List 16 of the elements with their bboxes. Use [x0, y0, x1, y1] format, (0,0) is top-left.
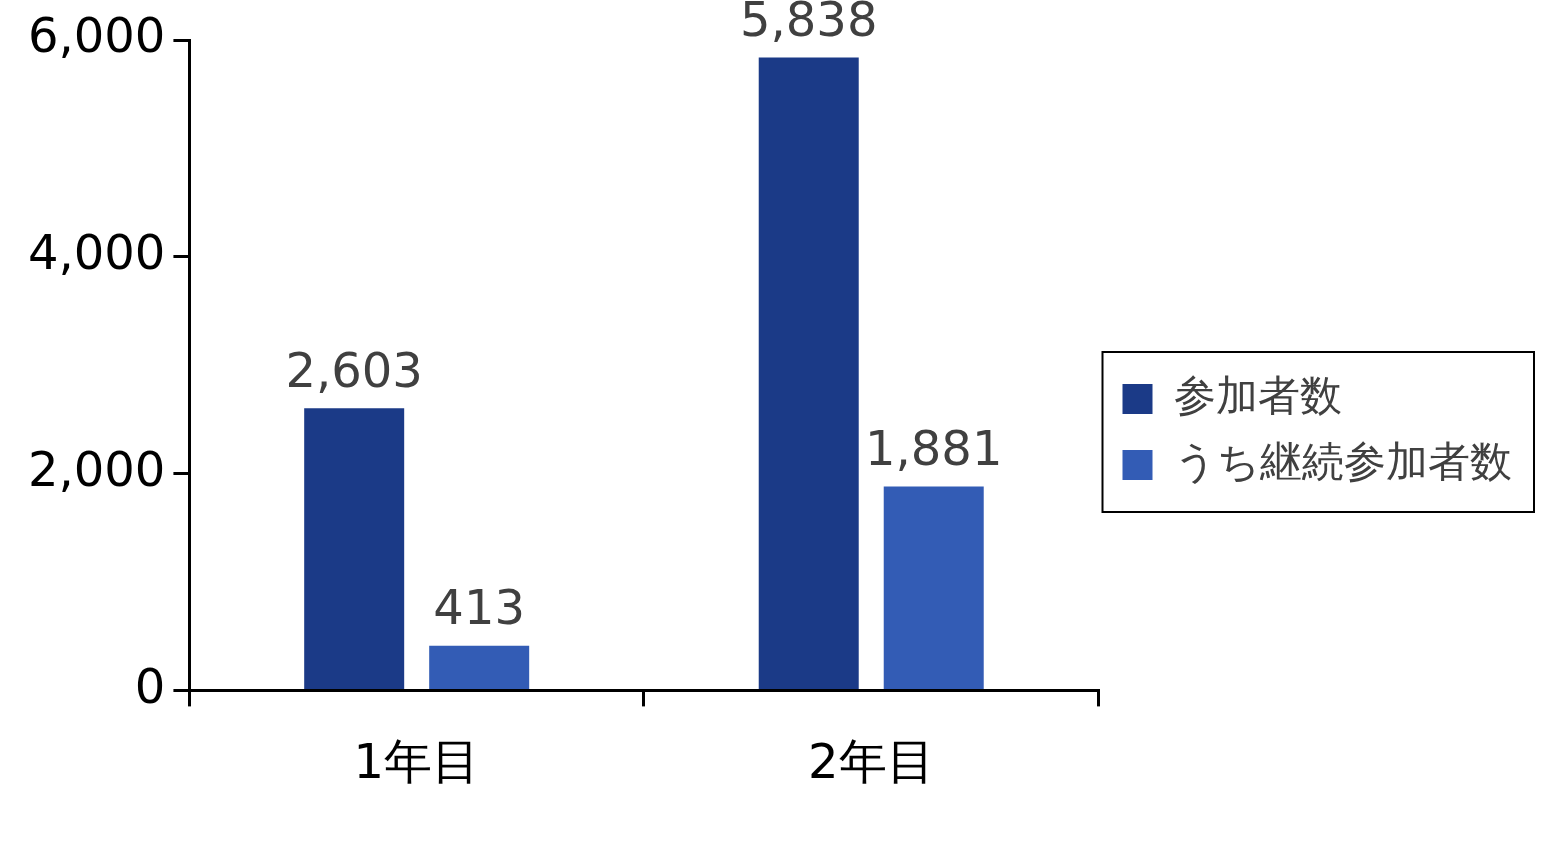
x-tick-label: 2年目 — [807, 732, 935, 789]
bar — [429, 645, 530, 689]
legend-label: うち継続参加者数 — [1173, 436, 1512, 486]
bar — [304, 408, 405, 689]
data-label: 1,881 — [865, 419, 1003, 476]
legend-label: 参加者数 — [1173, 370, 1342, 420]
data-label: 413 — [433, 579, 525, 636]
bar — [883, 486, 984, 689]
data-label: 2,603 — [285, 341, 423, 398]
y-tick-label: 0 — [134, 657, 166, 714]
bar — [758, 57, 859, 689]
data-label: 5,838 — [740, 0, 878, 48]
y-tick-label: 2,000 — [27, 441, 166, 498]
y-tick-label: 4,000 — [27, 224, 166, 281]
x-tick-label: 1年目 — [353, 732, 480, 789]
y-tick-label: 6,000 — [27, 7, 166, 64]
